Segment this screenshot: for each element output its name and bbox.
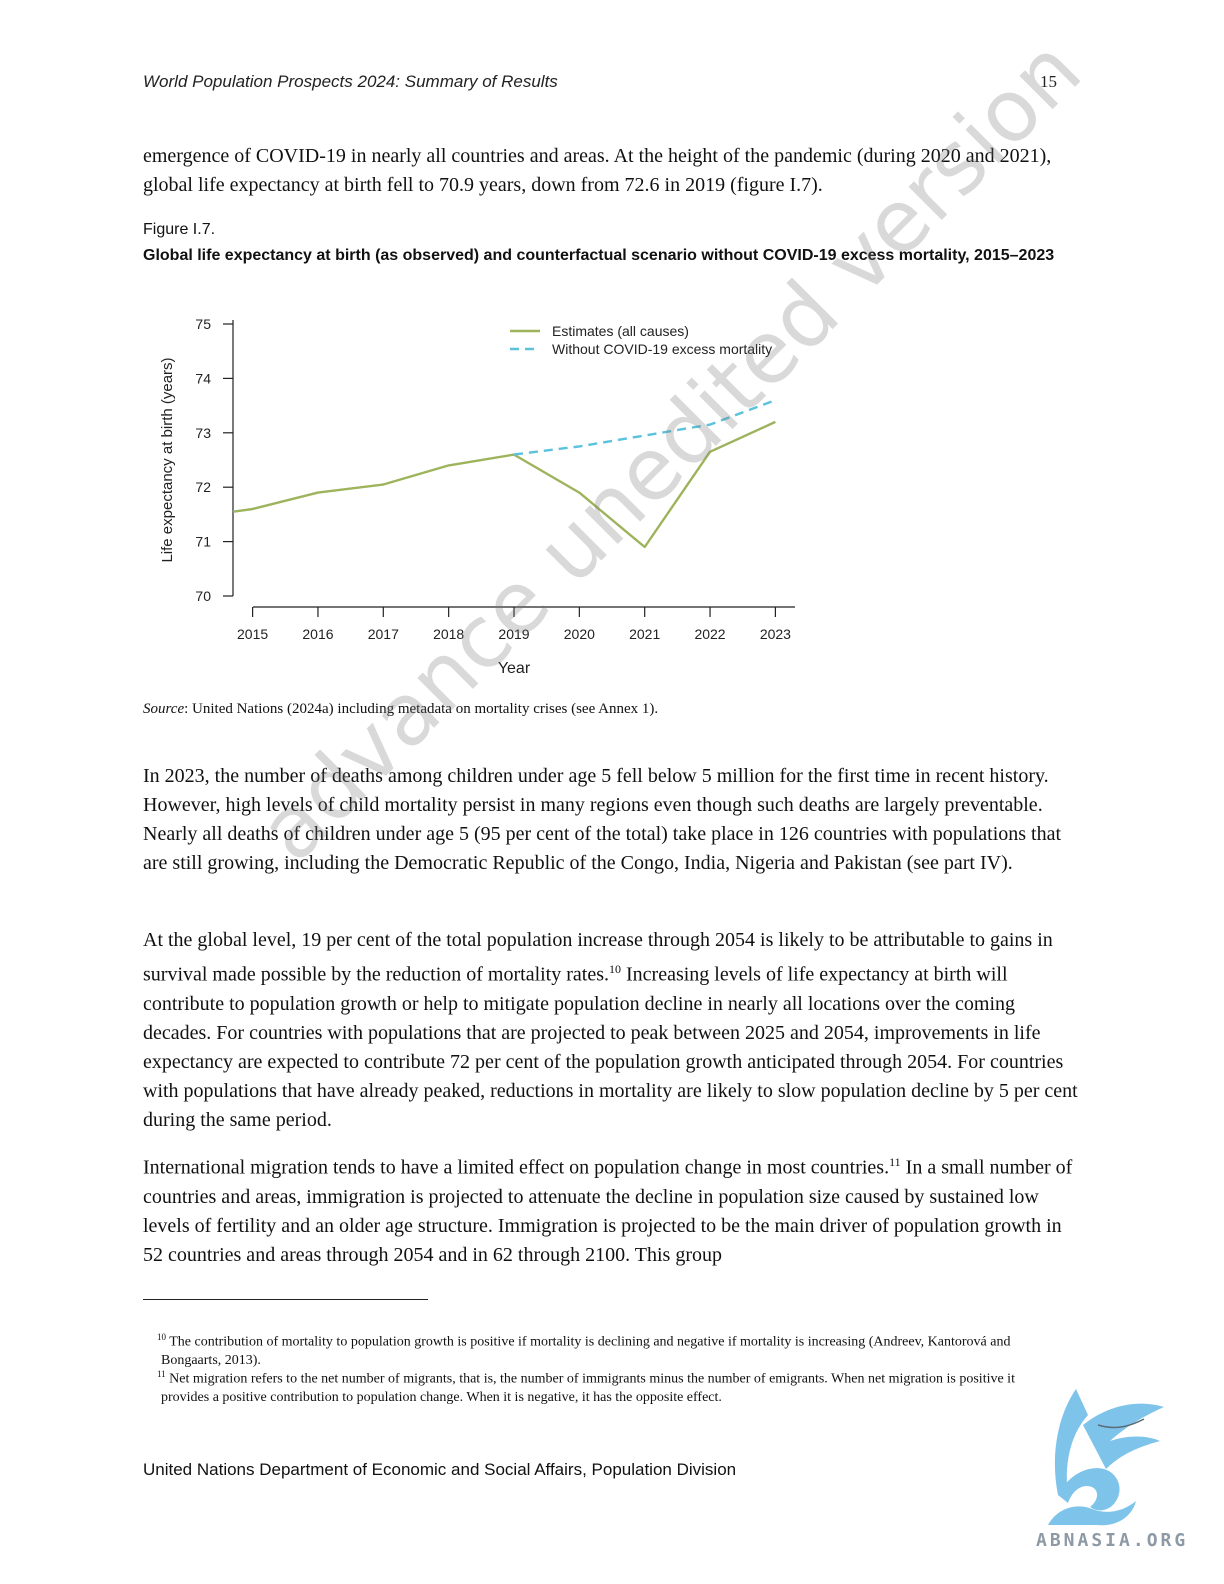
body-paragraph: emergence of COVID-19 in nearly all coun… bbox=[143, 145, 1052, 196]
page-footer: United Nations Department of Economic an… bbox=[143, 1460, 737, 1479]
y-tick-label: 73 bbox=[195, 425, 211, 441]
series-line-1 bbox=[232, 420, 776, 549]
x-tick-label: 2016 bbox=[302, 626, 333, 642]
figure-source: Source: United Nations (2024a) including… bbox=[143, 701, 658, 718]
x-tick-label: 2022 bbox=[694, 626, 725, 642]
footnote-reference[interactable]: 11 bbox=[889, 1155, 901, 1169]
paragraph-text: At the global level, 19 per cent of the … bbox=[143, 929, 1053, 986]
x-tick-label: 2019 bbox=[498, 626, 529, 642]
footnote: 11 Net migration refers to the net numbe… bbox=[143, 1365, 1061, 1407]
logo-text: ABNASIA.ORG bbox=[1036, 1530, 1189, 1551]
footnote-text: Net migration refers to the net number o… bbox=[161, 1371, 1015, 1405]
x-tick-label: 2020 bbox=[564, 626, 595, 642]
body-paragraph: International migration tends to have a … bbox=[143, 1148, 1078, 1270]
figure-label: Figure I.7. bbox=[143, 221, 216, 238]
running-header-title: World Population Prospects 2024: Summary… bbox=[143, 72, 558, 91]
paragraph-text: Increasing levels of life expectancy at … bbox=[143, 963, 1078, 1131]
paragraph-text: International migration tends to have a … bbox=[143, 1156, 890, 1179]
x-tick-label: 2015 bbox=[237, 626, 268, 642]
footnote-number: 10 bbox=[157, 1332, 166, 1342]
paragraph-text: In a small number of countries and areas… bbox=[143, 1156, 1073, 1266]
y-tick-label: 70 bbox=[195, 588, 211, 604]
footnote: 10 The contribution of mortality to popu… bbox=[143, 1328, 1061, 1370]
x-tick-label: 2023 bbox=[760, 626, 791, 642]
series-line-2 bbox=[513, 399, 776, 456]
figure-title: Global life expectancy at birth (as obse… bbox=[143, 247, 1055, 264]
page-number: 15 bbox=[1040, 72, 1057, 91]
y-tick-label: 72 bbox=[195, 479, 211, 495]
source-text: : United Nations (2024a) including metad… bbox=[184, 701, 659, 717]
y-tick-label: 74 bbox=[195, 370, 211, 386]
x-axis-label: Year bbox=[498, 660, 531, 677]
legend-entry: Estimates (all causes) bbox=[552, 323, 689, 339]
footnote-divider bbox=[143, 1299, 428, 1300]
body-paragraph: At the global level, 19 per cent of the … bbox=[143, 926, 1078, 1135]
x-tick-label: 2017 bbox=[368, 626, 399, 642]
legend-entry: Without COVID-19 excess mortality bbox=[552, 341, 772, 357]
x-tick-label: 2018 bbox=[433, 626, 464, 642]
source-label: Source bbox=[143, 701, 185, 717]
y-axis-label: Life expectancy at birth (years) bbox=[159, 357, 176, 562]
griffin-logo-icon bbox=[1048, 1389, 1164, 1526]
footnote-text: The contribution of mortality to populat… bbox=[161, 1334, 1011, 1368]
body-paragraph: In 2023, the number of deaths among chil… bbox=[143, 765, 1062, 874]
x-tick-label: 2021 bbox=[629, 626, 660, 642]
y-tick-label: 75 bbox=[195, 316, 211, 332]
y-tick-label: 71 bbox=[195, 534, 211, 550]
footnote-number: 11 bbox=[157, 1369, 166, 1379]
footnote-reference[interactable]: 10 bbox=[609, 962, 621, 976]
line-chart: 70 71 72 73 74 75 2015 2016 2017 2018 2019 2020 2021… bbox=[159, 316, 795, 677]
